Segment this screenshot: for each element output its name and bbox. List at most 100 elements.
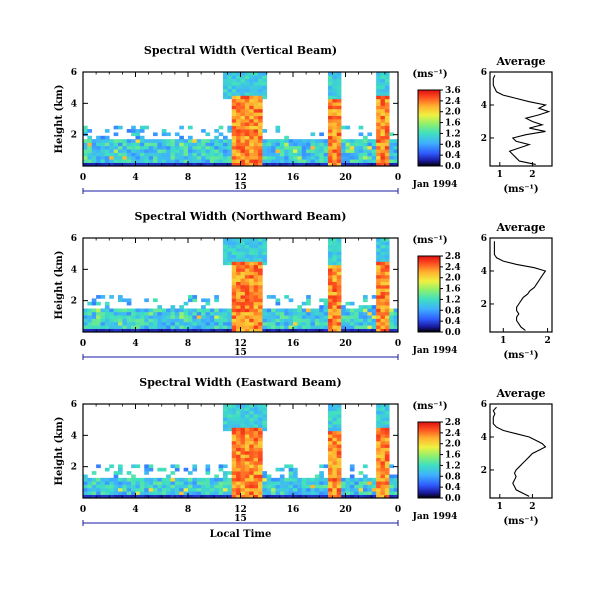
heatmap-cell [376,125,381,130]
heatmap-cell [236,132,241,137]
heatmap-cell [236,325,241,329]
heatmap-cell [336,295,342,299]
heatmap-cell [345,487,351,492]
average-frame [489,71,553,167]
heatmap-cell [293,155,298,160]
heatmap-cell [336,75,342,80]
heatmap-cell [118,494,123,499]
heatmap-cell [310,142,316,147]
heatmap-cell [354,155,359,160]
heatmap-cell [297,305,303,309]
heatmap-cell [188,491,193,495]
heatmap-cell [240,301,246,306]
heatmap-cell [371,484,377,489]
heatmap-cell [297,491,303,495]
heatmap-cell [100,155,106,160]
heatmap-cell [179,162,184,167]
colorbar-tick-label: 2.0 [445,108,461,118]
heatmap-cell [87,301,93,306]
heatmap-cell [380,258,386,262]
heatmap-cell [244,434,250,438]
heatmap-cell [249,491,254,495]
heatmap-cell [244,244,250,249]
heatmap-cell [341,125,346,130]
heatmap-cell [179,318,184,323]
heatmap-cell [161,159,167,163]
heatmap-cell [240,98,246,103]
heatmap-cell [332,132,338,137]
heatmap-cell [244,417,250,422]
heatmap-cell [328,288,333,293]
heatmap-cell [384,461,390,465]
heatmap-cell [389,474,394,479]
heatmap-cell [328,132,333,137]
heatmap-cell [240,125,246,130]
heatmap-cell [323,477,329,482]
heatmap-cell [183,487,189,492]
heatmap-cell [231,82,237,86]
heatmap-cell [122,325,128,329]
heatmap-cell [240,291,246,296]
heatmap-cell [358,305,364,309]
heatmap-cell [328,467,333,472]
heatmap-cell [161,494,167,499]
heatmap-cell [297,145,303,150]
heatmap-cell [135,132,141,137]
heatmap-cell [384,285,390,289]
heatmap-cell [367,325,373,329]
heatmap-cell [384,261,390,266]
heatmap-cell [96,155,101,160]
heatmap-cell [227,410,233,415]
heatmap-cell [109,162,114,167]
heatmap-cell [231,328,237,333]
heatmap-cell [192,315,198,319]
heatmap-cell [336,251,342,256]
heatmap-cell [192,298,198,303]
heatmap-cell [174,155,180,160]
colorbar-tick-label: 0.4 [445,483,461,493]
heatmap-cell [258,471,263,475]
heatmap-cell [96,328,101,333]
heatmap-cell [104,467,110,472]
average-y-tick-label: 4 [481,101,487,111]
heatmap-cell [174,467,180,472]
heatmap-cell [231,88,237,93]
heatmap-cell [104,481,110,485]
heatmap-cell [236,281,241,286]
heatmap-cell [371,145,377,150]
heatmap-cell [227,95,233,100]
heatmap-cell [345,484,351,489]
heatmap-cell [253,477,259,482]
heatmap-cell [87,491,93,495]
heatmap-cell [262,149,268,153]
heatmap-cell [249,78,254,83]
heatmap-cell [279,318,285,323]
heatmap-cell [227,142,233,147]
heatmap-cell [231,288,237,293]
heatmap-cell [306,145,311,150]
heatmap-cell [205,471,211,475]
heatmap-cell [258,149,263,153]
heatmap-cell [113,477,119,482]
heatmap-cell [166,142,171,147]
heatmap-cell [363,477,368,482]
heatmap-cell [174,321,180,326]
heatmap-cell [161,308,167,313]
heatmap-cell [205,318,211,323]
heatmap-cell [231,261,237,266]
heatmap-cell [376,75,381,80]
heatmap-cell [293,139,298,143]
heatmap-cell [336,145,342,150]
heatmap-cell [157,467,163,472]
heatmap-cell [341,481,346,485]
heatmap-cell [380,467,386,472]
heatmap-cell [354,477,359,482]
heatmap-cell [236,407,241,412]
heatmap-cell [297,477,303,482]
heatmap-cell [223,308,228,313]
heatmap-cell [271,295,276,299]
heatmap-cell [113,491,119,495]
heatmap-cell [376,321,381,326]
colorbar-tick-label: 2.4 [445,97,461,107]
heatmap-cell [244,484,250,489]
